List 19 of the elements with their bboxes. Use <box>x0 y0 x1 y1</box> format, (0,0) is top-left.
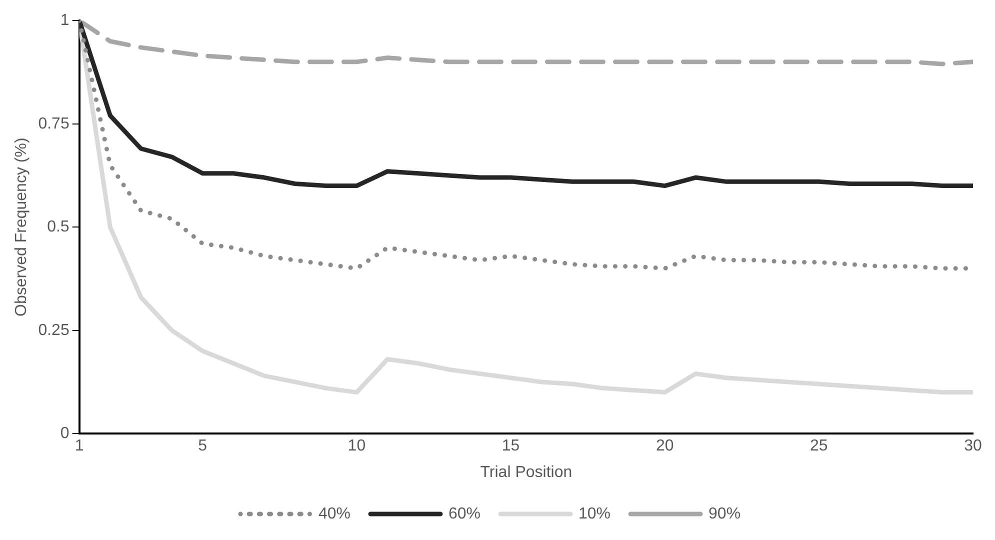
y-tick-label: 0.5 <box>47 218 70 236</box>
legend-label: 40% <box>318 505 350 522</box>
y-axis-title: Observed Frequency (%) <box>13 138 30 316</box>
y-tick-label: 1 <box>60 12 70 30</box>
x-tick-label: 20 <box>656 438 674 455</box>
y-tick-label: 0.75 <box>38 115 70 132</box>
legend-label: 90% <box>708 505 741 522</box>
y-tick-label: 0.25 <box>38 322 70 339</box>
x-tick-label: 10 <box>348 438 366 455</box>
x-tick-label: 30 <box>964 438 982 455</box>
legend-label: 60% <box>448 505 481 522</box>
legend-label: 10% <box>578 505 611 522</box>
x-tick-label: 5 <box>198 438 208 455</box>
x-tick-label: 25 <box>810 438 828 455</box>
x-tick-label: 15 <box>502 438 520 455</box>
y-tick-label: 0 <box>60 425 70 442</box>
x-axis-title: Trial Position <box>480 464 572 481</box>
x-tick-label: 1 <box>74 438 84 455</box>
line-series <box>79 20 973 66</box>
